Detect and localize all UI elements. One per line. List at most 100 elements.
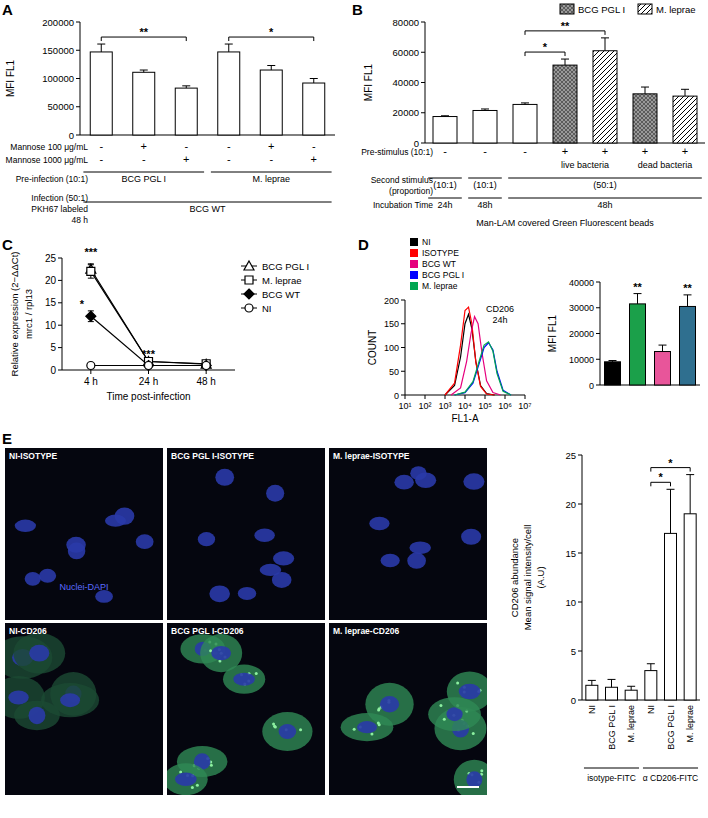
series-line — [451, 317, 501, 395]
y-tick — [596, 385, 600, 386]
annotation: * — [80, 298, 85, 310]
error-bar — [609, 361, 617, 362]
nucleus — [105, 515, 126, 527]
cell-label: (10:1) — [473, 180, 497, 190]
bar — [605, 362, 621, 385]
micrograph-content — [15, 508, 154, 603]
cell-label: 24h — [437, 200, 452, 210]
y-tick-label: 150 — [384, 319, 399, 329]
condition-mark: + — [268, 140, 274, 152]
y-axis-label: Mean signal intensity/cell — [522, 525, 533, 631]
panel-label: C — [2, 236, 13, 253]
row-label: Mannose 1000 μg/mL — [6, 155, 89, 165]
category-label: M. leprae — [685, 705, 695, 743]
y-axis — [62, 258, 63, 370]
legend-swatch — [638, 4, 652, 14]
legend-label: BCG PGL I — [578, 4, 625, 15]
plot-area — [445, 307, 511, 395]
nucleus — [209, 585, 230, 602]
y-tick-label: 20 — [565, 499, 576, 510]
cd206-spot — [299, 728, 302, 731]
legend-label: BCG WT — [422, 259, 456, 269]
y-tick — [76, 106, 80, 107]
legend-label: NI — [422, 237, 431, 247]
micrograph-content — [5, 633, 99, 730]
nucleus — [461, 529, 481, 545]
row-label: (proportion) — [389, 186, 433, 196]
legend-swatch — [410, 238, 418, 246]
bar — [606, 687, 618, 700]
y-tick-label: 20000 — [569, 329, 594, 339]
bar — [513, 104, 537, 143]
y-tick — [58, 347, 62, 348]
nucleus — [15, 520, 36, 533]
y-axis-label: MFI FL1 — [5, 59, 16, 97]
span-line — [468, 178, 502, 179]
cd206-spot — [370, 732, 373, 735]
y-tick — [401, 395, 405, 396]
micrograph — [5, 623, 163, 795]
plot-area — [86, 264, 211, 371]
nucleus — [254, 528, 274, 542]
cd206-spot — [191, 786, 194, 789]
error-bar — [601, 38, 609, 51]
x-tick-label: 10⁵ — [478, 401, 492, 411]
nucleus — [409, 542, 431, 554]
y-tick — [596, 307, 600, 308]
plot-area — [90, 44, 325, 135]
error-bar — [588, 680, 596, 685]
y-axis-label: CD206 abundance — [509, 538, 520, 617]
cd206-spot — [353, 728, 356, 731]
condition-mark: - — [312, 140, 316, 152]
annotation: *** — [84, 246, 98, 258]
x-tick-label: 24 h — [139, 376, 158, 387]
group-label: isotype-FITC — [587, 773, 636, 783]
cell-body — [341, 713, 394, 741]
x-axis-label: Man-LAM covered Green Fluorescent beads — [476, 218, 654, 228]
y-tick — [401, 371, 405, 372]
error-bar — [310, 79, 318, 84]
y-tick-label: 100 — [384, 343, 399, 353]
group-line — [584, 768, 639, 769]
bar — [625, 690, 637, 700]
significance: ** — [139, 26, 148, 38]
significance: ** — [561, 20, 570, 32]
series-line — [455, 343, 511, 395]
y-tick-label: 10000 — [569, 355, 594, 365]
span-line — [83, 172, 204, 173]
bar-chart: 0510152025CD206 abundanceMean signal int… — [509, 450, 700, 784]
error-bar — [681, 89, 689, 96]
span-line — [508, 178, 702, 179]
significance: * — [543, 41, 548, 53]
x-axis-label: Time post-infection — [106, 391, 190, 402]
cd206-spot — [377, 709, 380, 712]
cell-label: 48h — [477, 200, 492, 210]
condition-mark: - — [227, 153, 231, 165]
y-tick-label: 0 — [394, 391, 399, 401]
y-tick — [401, 347, 405, 348]
category-label: BCG PGL I — [666, 705, 676, 750]
cell-label: dead bacteria — [638, 160, 693, 170]
error-bar — [659, 345, 667, 351]
bar — [645, 671, 657, 700]
y-tick — [401, 300, 405, 301]
y-tick — [578, 553, 582, 554]
y-tick-label: 150000 — [42, 45, 74, 56]
y-tick-label: 20 — [45, 275, 57, 286]
row-label: Pre-stimulus (10:1) — [361, 147, 433, 157]
cd206-spot — [274, 725, 277, 728]
error-bar — [686, 475, 694, 514]
plot-area — [586, 475, 696, 700]
significance: * — [269, 26, 274, 38]
category-label: NI — [646, 705, 656, 714]
bar — [303, 83, 325, 135]
y-tick — [76, 50, 80, 51]
significance: ** — [633, 281, 642, 293]
condition-mark: + — [183, 153, 189, 165]
condition-mark: + — [562, 145, 568, 157]
y-tick — [421, 52, 425, 53]
marker — [244, 289, 254, 299]
nucleus — [357, 721, 377, 733]
marker — [145, 362, 153, 370]
x-tick-label: 10¹ — [398, 401, 411, 411]
